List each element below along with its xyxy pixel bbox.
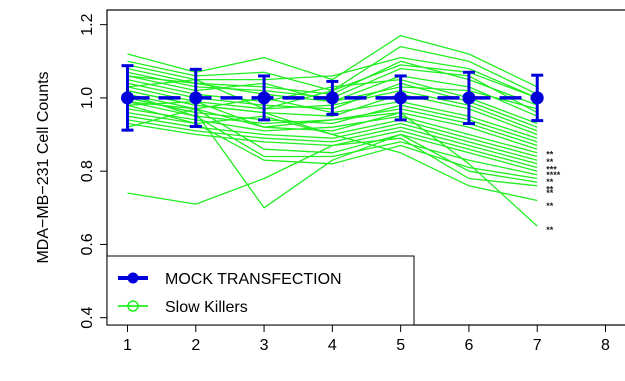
sig-mark-6: **	[546, 188, 554, 198]
slow-killer-line-17	[127, 119, 538, 165]
mock-point-2	[257, 91, 271, 105]
slow-killers-series	[127, 34, 538, 227]
mock-point-4	[394, 91, 408, 105]
legend: MOCK TRANSFECTION Slow Killers	[106, 255, 415, 326]
legend-box	[106, 255, 415, 326]
slow-killer-line-23	[127, 137, 538, 205]
mock-point-5	[462, 91, 476, 105]
x-tick-label-8: 8	[601, 337, 610, 354]
sig-mark-3: ****	[546, 170, 561, 180]
x-tick-label-7: 7	[533, 337, 542, 354]
sig-mark-1: **	[546, 157, 554, 167]
sig-mark-0: **	[546, 150, 554, 160]
mock-point-3	[325, 91, 339, 105]
y-tick-label-1: 0.6	[79, 233, 96, 255]
x-tick-label-3: 3	[260, 337, 269, 354]
significance-marks: *********************	[546, 150, 561, 235]
y-axis-title: MDA−MB−231 Cell Counts	[35, 71, 52, 263]
y-tick-label-0: 0.4	[79, 306, 96, 328]
sig-mark-7: **	[546, 201, 554, 211]
y-tick-label-4: 1.2	[79, 13, 96, 35]
x-tick-label-1: 1	[123, 337, 132, 354]
mock-transfection-series	[120, 64, 544, 132]
y-tick-label-2: 0.8	[79, 160, 96, 182]
x-tick-label-6: 6	[464, 337, 473, 354]
mock-point-0	[120, 91, 134, 105]
legend-mock-marker	[127, 272, 139, 284]
x-tick-label-4: 4	[328, 337, 337, 354]
sig-mark-4: **	[546, 177, 554, 187]
sig-mark-5: **	[546, 184, 554, 194]
mock-point-1	[189, 91, 203, 105]
legend-slow-label: Slow Killers	[165, 299, 248, 316]
sig-mark-2: ***	[546, 164, 557, 174]
x-axis: 1 2 3 4 5 6 7 8	[123, 325, 610, 354]
legend-mock-label: MOCK TRANSFECTION	[165, 271, 342, 288]
x-tick-label-2: 2	[191, 337, 200, 354]
y-axis: 0.4 0.6 0.8 1.0 1.2	[79, 13, 107, 329]
y-tick-label-3: 1.0	[79, 87, 96, 109]
x-tick-label-5: 5	[396, 337, 405, 354]
mock-point-6	[530, 91, 544, 105]
sig-mark-8: **	[546, 225, 554, 235]
legend-slow-marker	[127, 300, 139, 312]
